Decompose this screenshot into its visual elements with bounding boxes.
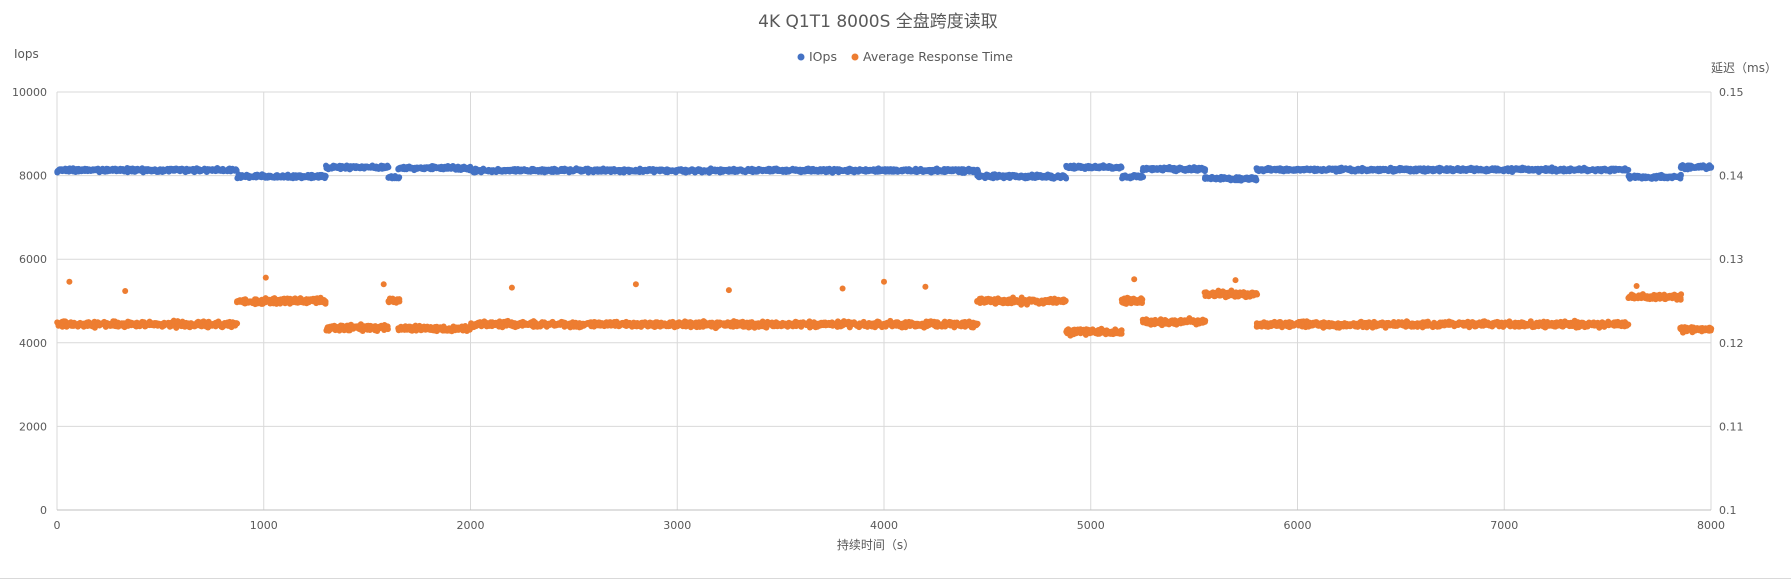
y-left-axis-label: Iops <box>14 47 39 61</box>
y-right-axis-label: 延迟（ms） <box>1711 61 1777 75</box>
data-point <box>1062 299 1068 305</box>
data-point <box>1139 174 1145 180</box>
legend-marker-iops <box>798 54 805 61</box>
data-point <box>233 166 239 172</box>
data-point <box>384 163 390 169</box>
data-point <box>396 298 402 304</box>
legend-marker-response-time <box>852 54 859 61</box>
data-point <box>974 322 980 328</box>
data-point <box>1253 177 1259 183</box>
data-point <box>1201 166 1207 172</box>
data-point <box>322 175 328 181</box>
data-point <box>1118 164 1124 170</box>
x-axis-label: 持续时间（s） <box>837 537 915 552</box>
legend: IOps Average Response Time <box>798 49 1014 64</box>
data-point <box>1708 164 1714 170</box>
data-point <box>1678 172 1684 178</box>
data-point <box>234 320 240 326</box>
data-point <box>1063 174 1069 180</box>
legend-label-iops: IOps <box>809 49 837 64</box>
data-point <box>323 299 329 305</box>
data-point <box>396 175 402 181</box>
legend-label-response-time: Average Response Time <box>863 49 1013 64</box>
data-point <box>1118 330 1124 336</box>
data-point <box>385 326 391 332</box>
chart-title: 4K Q1T1 8000S 全盘跨度读取 <box>758 12 998 32</box>
